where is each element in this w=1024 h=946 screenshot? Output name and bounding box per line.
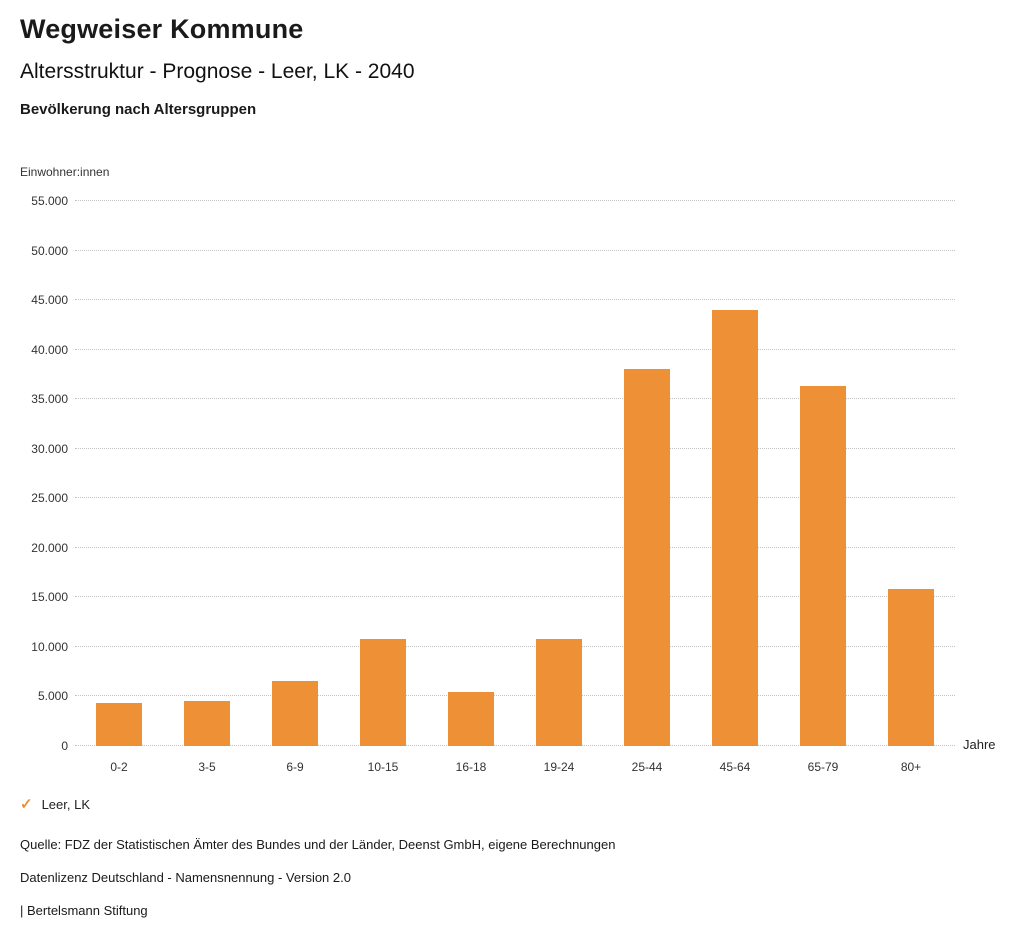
- y-tick-label: 55.000: [31, 194, 68, 208]
- gridline: [75, 200, 955, 201]
- page: Wegweiser Kommune Altersstruktur - Progn…: [20, 14, 1004, 918]
- gridline: [75, 447, 955, 449]
- x-tick-label: 45-64: [719, 760, 751, 774]
- bar[interactable]: [800, 386, 846, 746]
- gridline: [75, 497, 955, 499]
- y-tick-label: 0: [61, 739, 68, 753]
- x-tick-label: 16-18: [455, 760, 487, 774]
- bar[interactable]: [624, 369, 670, 746]
- gridline: [75, 398, 955, 400]
- x-tick-label: 19-24: [543, 760, 575, 774]
- legend-check-icon: ✓: [20, 796, 33, 813]
- bar-chart: Jahre 0 5.000 10.000 15.000 20.000 25.000 30.0…: [31, 194, 995, 774]
- bar[interactable]: [96, 703, 142, 746]
- x-tick-label: 6-9: [286, 760, 304, 774]
- source-text: Quelle: FDZ der Statistischen Ämter des …: [20, 837, 616, 852]
- gridline: [75, 695, 955, 697]
- x-tick-label: 80+: [900, 760, 922, 774]
- y-tick-label: 30.000: [31, 441, 68, 456]
- gridline: [75, 745, 955, 746]
- y-tick-label: 10.000: [31, 639, 68, 654]
- chart-title: Bevölkerung nach Altersgruppen: [20, 101, 257, 118]
- y-tick-label: 20.000: [31, 540, 68, 555]
- gridline: [75, 645, 955, 647]
- footer: Quelle: FDZ der Statistischen Ämter des …: [20, 837, 1004, 918]
- app-title: Wegweiser Kommune: [20, 14, 304, 44]
- y-tick-label: 35.000: [31, 392, 68, 407]
- x-tick-label: 10-15: [367, 760, 399, 774]
- legend: ✓ Leer, LK: [20, 797, 1004, 812]
- x-tick-label: 65-79: [807, 760, 839, 774]
- bar[interactable]: [184, 701, 230, 746]
- y-axis-title: Einwohner:innen: [20, 165, 110, 179]
- gridline: [75, 299, 955, 301]
- y-tick-label: 40.000: [31, 342, 68, 357]
- gridline: [75, 249, 955, 251]
- gridline: [75, 546, 955, 548]
- bar[interactable]: [360, 638, 406, 746]
- bar[interactable]: [536, 638, 582, 746]
- legend-series-label[interactable]: Leer, LK: [41, 797, 91, 812]
- bar[interactable]: [448, 691, 494, 746]
- y-tick-label: 45.000: [31, 293, 68, 308]
- license-text: Datenlizenz Deutschland - Namensnennung …: [20, 870, 351, 885]
- attribution-text: | Bertelsmann Stiftung: [20, 903, 148, 918]
- gridline: [75, 348, 955, 350]
- bar[interactable]: [272, 680, 318, 746]
- bar[interactable]: [712, 310, 758, 746]
- y-tick-label: 5.000: [37, 689, 68, 704]
- y-tick-label: 15.000: [31, 590, 68, 605]
- page-title: Altersstruktur - Prognose - Leer, LK - 2…: [20, 60, 415, 83]
- gridline: [75, 596, 955, 598]
- y-tick-label: 50.000: [31, 243, 68, 258]
- y-tick-label: 25.000: [31, 491, 68, 506]
- x-tick-label: 3-5: [198, 760, 216, 774]
- x-tick-label: 25-44: [631, 760, 663, 774]
- x-tick-label: 0-2: [110, 760, 128, 774]
- bar[interactable]: [888, 589, 934, 746]
- x-axis-unit: Jahre: [963, 737, 996, 752]
